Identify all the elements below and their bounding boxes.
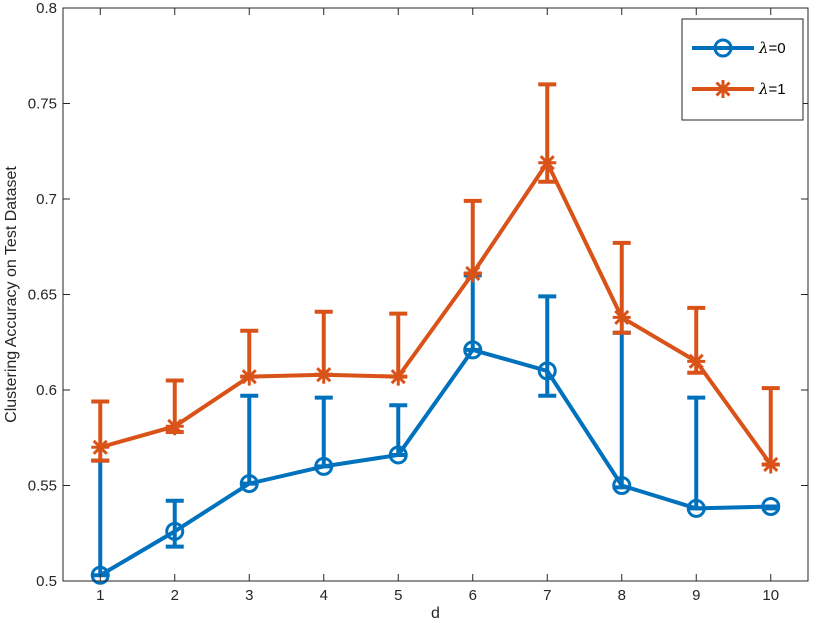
marker-stroke	[688, 353, 704, 369]
legend-marker-lambda-0	[713, 38, 733, 58]
marker-stroke	[390, 369, 406, 385]
series-lambda-1-point	[463, 264, 482, 283]
marker-stroke	[92, 439, 108, 455]
series-lambda-1-point	[165, 417, 184, 436]
marker-stroke	[465, 265, 481, 282]
y-axis-label: Clustering Accuracy on Test Dataset	[3, 166, 20, 423]
x-tick-label: 3	[245, 587, 253, 604]
series-lambda-0-point	[90, 565, 110, 585]
tick-labels-layer: 1 2 3 4 5 6 7 8 9 10 0.5 0.55 0.6 0.65 0.7 0.75 0.8	[28, 0, 779, 604]
marker-stroke	[763, 456, 779, 473]
series-lines-layer	[99, 160, 773, 577]
legend-entry-lambda-1: λ=1	[692, 80, 786, 98]
x-axis-label: d	[431, 605, 440, 622]
series-lambda-0-point	[388, 445, 408, 465]
legend-label-lambda-0: λ=0	[758, 39, 786, 57]
series-lambda-0-point	[463, 340, 483, 360]
series-lambda-0-errorbar	[91, 458, 110, 578]
x-tick-label: 4	[320, 587, 328, 604]
series-lambda-0-point	[165, 521, 185, 541]
series-lambda-1-point	[91, 438, 110, 457]
legend-suffix: =1	[769, 81, 786, 98]
y-tick-label: 0.55	[28, 478, 57, 495]
series-lambda-1-point	[761, 455, 780, 474]
marker-stroke	[539, 155, 555, 171]
x-tick-label: 9	[692, 587, 700, 604]
marker-stroke	[614, 309, 630, 325]
y-tick-label: 0.6	[36, 382, 57, 399]
series-lambda-0-line	[99, 347, 771, 577]
series-lambda-1-point	[389, 367, 408, 386]
x-tick-label: 7	[543, 587, 551, 604]
series-lambda-1-point	[240, 367, 259, 386]
y-tick-label: 0.8	[36, 0, 57, 17]
legend-symbol: λ	[758, 80, 769, 98]
legend-suffix: =0	[769, 40, 786, 57]
x-tick-label: 1	[96, 587, 104, 604]
series-lambda-0-errorbar	[687, 395, 706, 511]
x-tick-label: 2	[171, 587, 179, 604]
marker-stroke	[241, 369, 257, 385]
x-tick-label: 8	[618, 587, 626, 604]
series-lambda-1-line	[99, 160, 773, 466]
series-lambda-0-point	[239, 474, 259, 494]
series-lambda-1-point	[314, 365, 333, 384]
series-lambda-1-point	[538, 153, 557, 172]
legend: λ=0 λ=1	[681, 18, 804, 121]
marker-stroke	[167, 418, 183, 434]
x-tick-label: 10	[762, 587, 779, 604]
markers-layer	[90, 153, 781, 585]
y-tick-label: 0.65	[28, 287, 57, 304]
series-lambda-0-errorbar	[463, 273, 482, 352]
series-lambda-0-errorbar	[240, 393, 259, 486]
x-tick-label: 6	[469, 587, 477, 604]
y-tick-label: 0.75	[28, 96, 57, 113]
legend-symbol: λ	[758, 39, 769, 57]
marker-stroke	[715, 81, 731, 97]
marker-stroke	[316, 367, 332, 383]
series-lambda-1-point	[687, 352, 706, 371]
ticks-layer	[63, 7, 808, 582]
series-lambda-0-point	[314, 456, 334, 476]
legend-marker-shape	[713, 38, 733, 58]
legend-entry-lambda-0: λ=0	[692, 38, 786, 58]
legend-marker-shape	[714, 80, 732, 98]
legend-box	[681, 18, 804, 121]
series-lambda-0-point	[686, 498, 706, 518]
series-lambda-0-point	[612, 476, 632, 495]
y-tick-label: 0.5	[36, 573, 57, 590]
series-lambda-0-errorbar	[612, 330, 631, 490]
series-lambda-0-point	[537, 361, 557, 381]
legend-label-lambda-1: λ=1	[758, 80, 786, 98]
series-lambda-0-point	[761, 497, 781, 517]
series-lambda-1-point	[612, 308, 631, 327]
series-lambda-0-errorbar	[314, 395, 333, 469]
y-tick-label: 0.7	[36, 191, 57, 208]
legend-marker-lambda-1	[714, 80, 732, 98]
series-lambda-1-errorbar	[314, 309, 333, 377]
x-tick-label: 5	[394, 587, 402, 604]
